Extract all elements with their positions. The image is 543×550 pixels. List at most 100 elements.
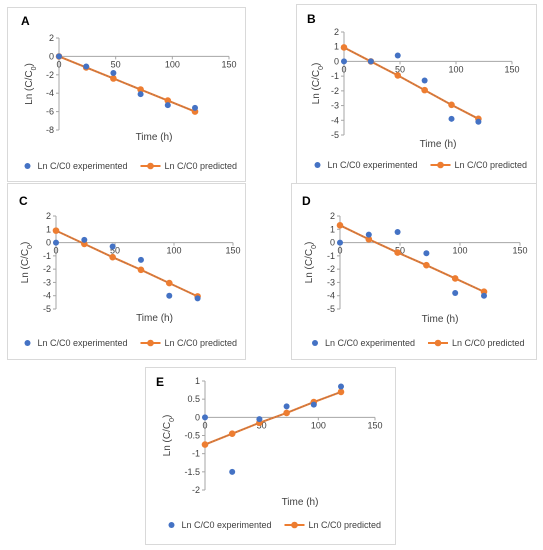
y-tick-label: -5 [331,130,339,140]
x-axis-title: Time (h) [422,314,459,325]
x-axis-title: Time (h) [420,139,457,150]
experimented-point [283,403,290,410]
experimented-point [53,239,59,246]
y-tick-label: 0 [46,238,51,248]
legend-label-predicted: Ln C/C0 predicted [455,160,528,170]
legend-marker-predicted [434,339,442,347]
experimented-point [475,118,482,125]
y-tick-label: -0.5 [184,431,200,441]
chart-panel-c: C 0 50 100 150 2 1 0 -1 -2 -3 -4 -5 Time (h) Ln (C/C0)… [7,183,246,360]
y-axis-title: Ln (C/C0) [311,63,325,105]
legend-marker-predicted [437,161,444,169]
y-axis-title-end: ) [24,63,35,66]
y-axis-title-end: ) [162,415,173,418]
y-tick-label: 2 [49,33,54,43]
legend-marker-experimented [24,163,31,169]
predicted-point [421,86,428,94]
x-tick-label: 150 [504,64,519,74]
experimented-point [137,256,144,263]
predicted-point [340,44,348,51]
legend-label-experimented: Ln C/C0 experimented [38,338,128,348]
y-axis-title-end: ) [20,242,31,245]
y-tick-label: -3 [331,101,339,111]
experimented-point [256,416,263,423]
experimented-point [421,77,428,84]
y-tick-label: -1 [192,449,200,459]
predicted-point [137,266,145,274]
x-tick-label: 150 [367,420,382,430]
y-tick-label: -5 [327,304,335,314]
y-tick-label: 2 [334,27,339,37]
experimented-point [481,292,487,299]
panel-letter-e: E [156,375,164,389]
x-tick-label: 150 [225,246,240,256]
y-axis-title-subscript: 0 [311,245,318,249]
x-tick-label: 100 [165,59,180,69]
panel-letter-a: A [21,14,30,28]
legend-marker-experimented [168,522,175,528]
y-axis-title-main: Ln (C/C [304,249,315,283]
predicted-point [110,75,117,82]
y-tick-label: 2 [46,211,51,221]
experimented-point [394,228,401,235]
predicted-point [201,441,209,448]
predicted-point [394,249,401,256]
predicted-point [423,261,430,269]
x-tick-label: 0 [56,59,61,69]
x-tick-label: 100 [166,246,181,256]
y-tick-label: 0 [334,56,339,66]
experimented-point [194,295,201,302]
y-tick-label: -3 [43,277,51,287]
experimented-point [81,236,88,243]
predicted-point [164,97,172,104]
y-tick-label: 0 [330,238,335,248]
legend-marker-predicted [291,521,298,529]
y-axis-title-subscript: 0 [169,418,176,422]
y-tick-label: -4 [46,88,54,98]
y-axis-title-end: ) [304,242,315,245]
experimented-point [56,53,62,60]
legend-label-predicted: Ln C/C0 predicted [165,338,238,348]
legend-marker-predicted [147,339,154,347]
y-tick-label: -2 [327,264,335,274]
x-tick-label: 0 [202,420,207,430]
y-axis-title: Ln (C/C0) [24,63,38,105]
experimented-point [394,52,401,59]
y-tick-label: -1.5 [184,467,200,477]
predicted-point [283,409,290,417]
y-tick-label: 0 [49,51,54,61]
trendline [339,224,485,293]
experimented-point [341,58,347,65]
predicted-point [52,227,60,234]
y-tick-label: 1 [46,224,51,234]
experimented-point [310,401,317,408]
legend-label-experimented: Ln C/C0 experimented [328,160,418,170]
y-tick-label: 1 [330,224,335,234]
y-tick-label: -1 [327,251,335,261]
legend-marker-experimented [312,340,318,346]
experimented-point [137,91,144,98]
experimented-point [365,231,372,238]
y-axis-title-subscript: 0 [31,66,38,70]
y-axis-title-subscript: 0 [318,66,325,70]
experimented-point [229,468,236,475]
x-tick-label: 50 [110,246,120,256]
x-axis-title: Time (h) [136,313,173,324]
y-axis-title-main: Ln (C/C [24,70,35,104]
experimented-point [423,250,430,257]
y-tick-label: -4 [331,115,339,125]
predicted-point [137,86,144,93]
x-tick-label: 100 [452,246,467,256]
experimented-point [83,63,90,70]
y-tick-label: -1 [43,251,51,261]
y-tick-label: -2 [43,264,51,274]
predicted-point [165,279,173,287]
y-tick-label: -2 [46,70,54,80]
legend-marker-experimented [24,340,31,346]
y-tick-label: -5 [43,304,51,314]
x-tick-label: 50 [395,64,405,74]
